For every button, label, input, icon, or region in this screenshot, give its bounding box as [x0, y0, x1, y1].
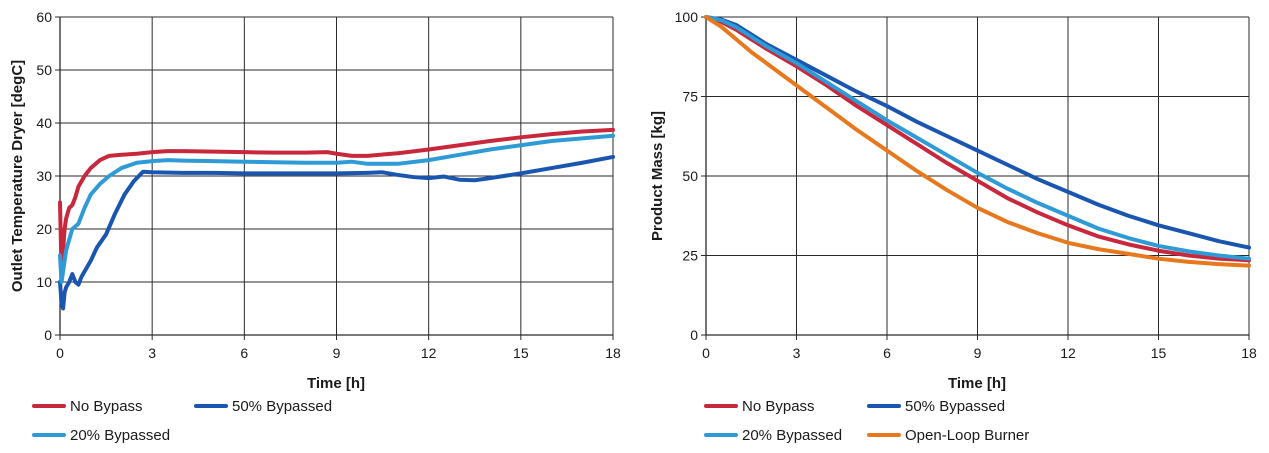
legend-label: 50% Bypassed: [232, 398, 332, 415]
legend-label: 20% Bypassed: [742, 427, 842, 444]
series-line-20-bypassed: [58, 133, 615, 284]
y-tick-label: 40: [36, 115, 52, 131]
x-tick-label: 6: [240, 345, 248, 361]
x-tick-label: 6: [883, 345, 891, 361]
x-tick-label: 3: [148, 345, 156, 361]
legend-label: 20% Bypassed: [70, 427, 170, 444]
legend-item: No Bypass: [704, 398, 815, 415]
x-tick-label: 0: [56, 345, 64, 361]
y-tick-label: 50: [36, 62, 52, 78]
y-tick-label: 50: [682, 168, 698, 184]
legend-item: No Bypass: [32, 398, 143, 415]
series-line-open-loop-burner: [704, 15, 1251, 268]
x-tick-label: 9: [333, 345, 341, 361]
mass-chart-xlabel: Time [h]: [948, 375, 1006, 392]
series-line-no-bypass: [58, 127, 615, 274]
legend-item: 50% Bypassed: [867, 398, 1005, 415]
legend-item: 20% Bypassed: [704, 427, 842, 444]
series-line-no-bypass: [704, 15, 1251, 263]
y-tick-label: 0: [44, 327, 52, 343]
series-line-50-bypassed: [58, 154, 615, 311]
legend-label: No Bypass: [742, 398, 815, 415]
y-tick-label: 0: [690, 327, 698, 343]
legend-item: Open-Loop Burner: [867, 427, 1029, 444]
series-line-20-bypassed: [704, 15, 1251, 261]
y-tick-label: 100: [675, 9, 699, 25]
y-tick-label: 30: [36, 168, 52, 184]
legend-item: 50% Bypassed: [194, 398, 332, 415]
mass-chart: 0 3 6 9 12 15 18 0 25 50 75 100 Time [h] Product Ma…: [649, 9, 1257, 444]
x-tick-label: 0: [702, 345, 710, 361]
x-tick-label: 18: [605, 345, 621, 361]
x-tick-label: 12: [1060, 345, 1076, 361]
temperature-chart: 0 3 6 9 12 15 18 0 10 20 30 40 50 60 Time [h] Outlet …: [9, 9, 621, 444]
legend-item: 20% Bypassed: [32, 427, 170, 444]
mass-chart-ylabel: Product Mass [kg]: [649, 111, 666, 241]
legend-label: No Bypass: [70, 398, 143, 415]
x-tick-label: 15: [513, 345, 529, 361]
y-tick-label: 20: [36, 221, 52, 237]
temperature-chart-ylabel: Outlet Temperature Dryer [degC]: [9, 60, 26, 292]
legend-label: Open-Loop Burner: [905, 427, 1029, 444]
x-tick-label: 18: [1241, 345, 1257, 361]
y-tick-label: 60: [36, 9, 52, 25]
temperature-chart-xlabel: Time [h]: [307, 375, 365, 392]
legend-label: 50% Bypassed: [905, 398, 1005, 415]
x-tick-label: 15: [1151, 345, 1167, 361]
x-tick-label: 9: [974, 345, 982, 361]
y-tick-label: 25: [682, 248, 698, 264]
temperature-chart-legend: No Bypass 50% Bypassed 20% Bypassed: [32, 398, 332, 444]
x-tick-label: 3: [793, 345, 801, 361]
y-tick-label: 75: [682, 89, 698, 105]
y-tick-label: 10: [36, 274, 52, 290]
mass-chart-legend: No Bypass 50% Bypassed 20% Bypassed Open-Lo…: [704, 398, 1029, 444]
x-tick-label: 12: [421, 345, 437, 361]
